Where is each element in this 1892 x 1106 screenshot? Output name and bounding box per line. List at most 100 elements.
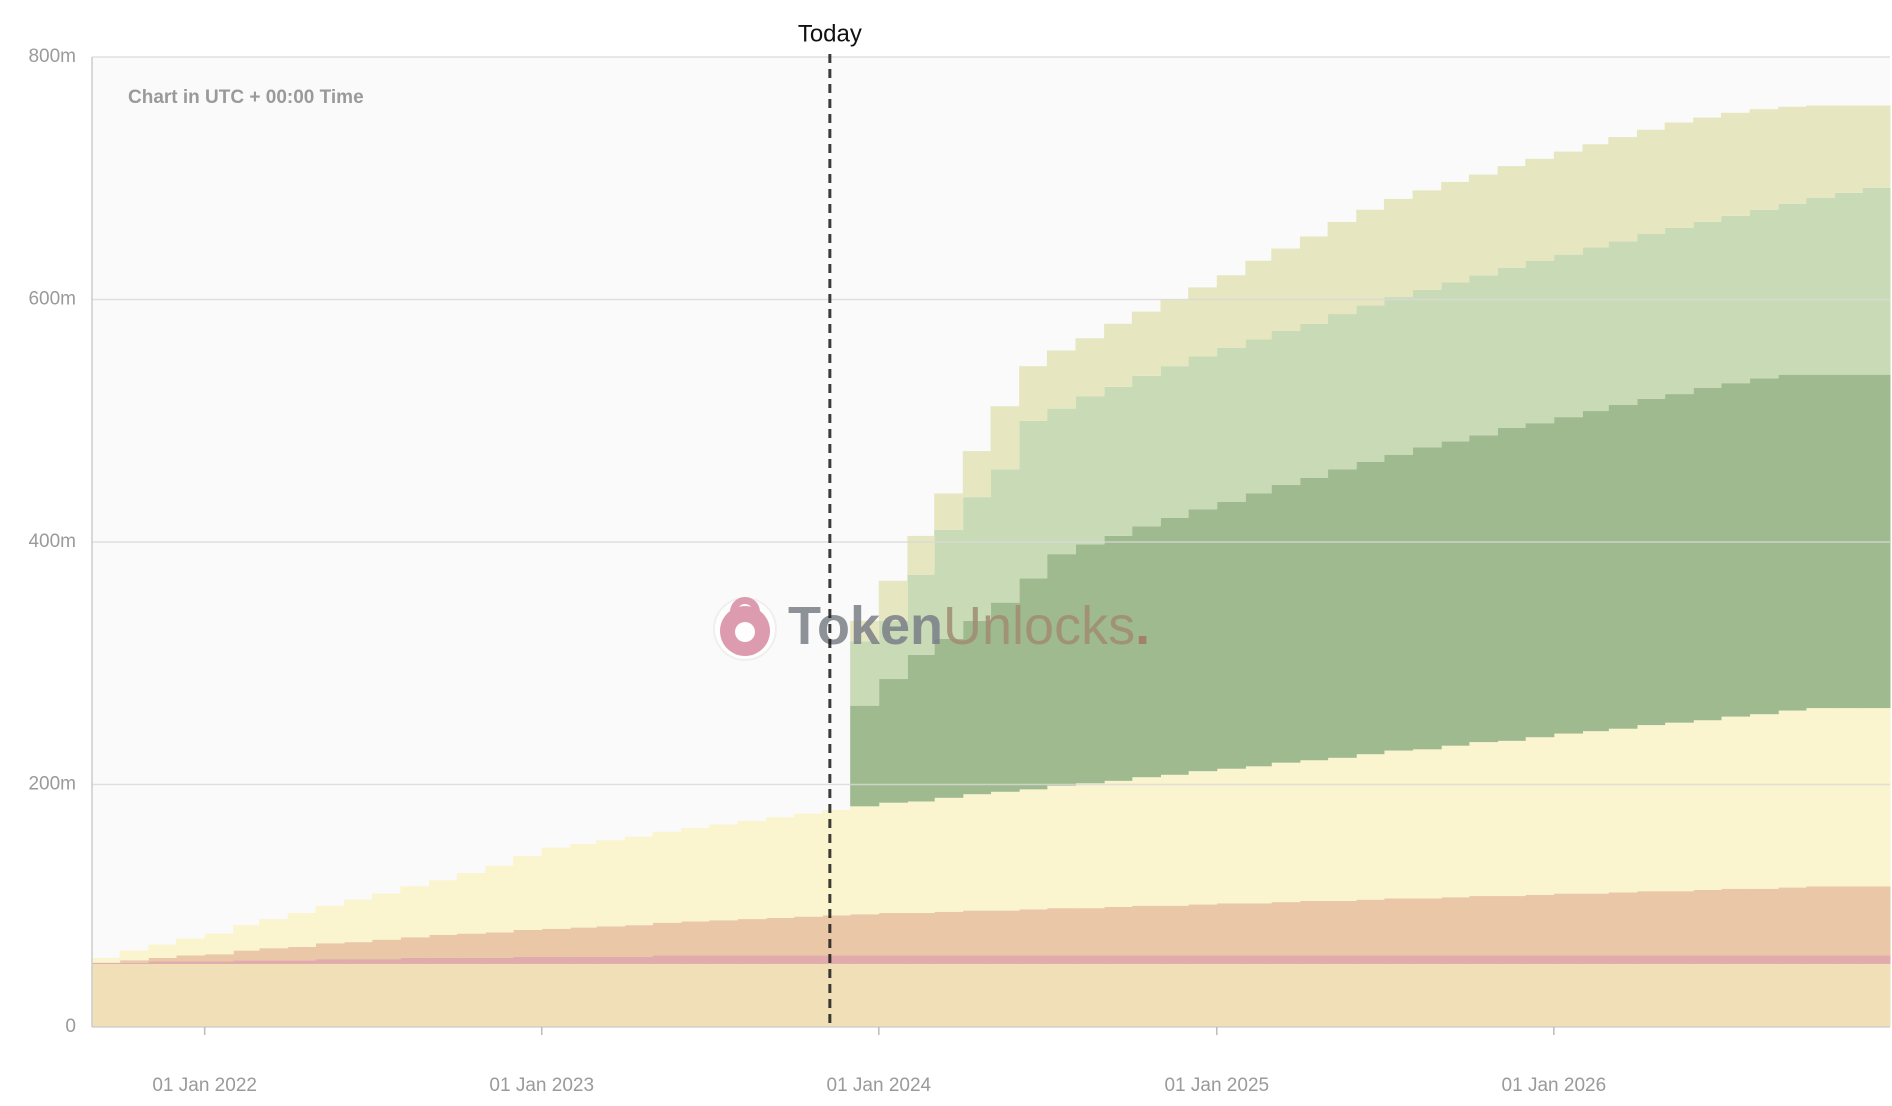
area-step: [1104, 955, 1133, 964]
area-step: [1188, 904, 1218, 956]
area-step: [1188, 963, 1218, 1027]
area-step: [850, 705, 880, 807]
area-step: [541, 847, 571, 929]
area-step: [233, 963, 260, 1027]
area-step: [1271, 963, 1301, 1027]
area-step: [1216, 275, 1246, 348]
area-step: [1525, 423, 1555, 738]
area-step: [1412, 955, 1442, 964]
area-step: [878, 580, 908, 621]
area-step: [1299, 900, 1329, 956]
area-step: [485, 932, 514, 958]
area-step: [1553, 151, 1583, 255]
area-step: [1862, 955, 1891, 964]
area-step: [1805, 886, 1836, 956]
area-step: [1721, 716, 1751, 889]
area-step: [1327, 900, 1357, 956]
area-step: [1608, 963, 1638, 1027]
area-step: [1131, 777, 1161, 906]
area-step: [1582, 247, 1609, 412]
area-step: [1834, 105, 1863, 193]
area-step: [1188, 356, 1218, 510]
area-step: [1019, 578, 1048, 790]
area-step: [766, 917, 795, 956]
area-step: [681, 963, 710, 1027]
y-tick-label: 800m: [28, 46, 76, 67]
area-step: [1497, 896, 1526, 956]
area-step: [570, 927, 597, 957]
area-step: [1834, 886, 1863, 956]
area-step: [1805, 963, 1836, 1027]
area-step: [1245, 955, 1272, 964]
area-step: [1664, 955, 1694, 964]
area-step: [1553, 733, 1583, 894]
area-step: [822, 963, 851, 1027]
area-step: [1104, 323, 1133, 387]
area-step: [1160, 955, 1189, 964]
area-step: [1412, 963, 1442, 1027]
area-step: [850, 955, 880, 964]
area-step: [1131, 311, 1161, 376]
area-step: [1046, 955, 1076, 964]
area-step: [1104, 963, 1133, 1027]
area-step: [1160, 366, 1189, 518]
area-step: [596, 840, 626, 927]
area-step: [907, 574, 935, 655]
areas: [92, 105, 1891, 1027]
area-step: [1245, 339, 1272, 494]
watermark: TokenUnlocks.: [713, 596, 1150, 661]
area-step: [766, 955, 795, 964]
area-step: [822, 955, 851, 964]
area-step: [652, 922, 682, 956]
area-step: [1441, 745, 1470, 898]
area-step: [878, 620, 908, 680]
area-step: [1693, 388, 1722, 721]
area-step: [1862, 708, 1891, 887]
area-step: [934, 797, 964, 912]
area-step: [624, 963, 654, 1027]
area-step: [962, 955, 992, 964]
area-step: [850, 806, 880, 915]
x-tick-label: 01 Jan 2024: [827, 1075, 932, 1096]
area-step: [737, 955, 767, 964]
area-step: [1693, 963, 1722, 1027]
area-step: [1525, 894, 1555, 956]
area-step: [681, 828, 710, 922]
area-step: [541, 956, 571, 964]
area-step: [1299, 323, 1329, 478]
area-step: [1131, 963, 1161, 1027]
area-step: [850, 620, 880, 642]
area-step: [962, 497, 992, 621]
area-step: [1412, 289, 1442, 448]
area-step: [119, 960, 149, 963]
area-step: [1383, 198, 1414, 298]
area-step: [1441, 441, 1470, 746]
area-step: [204, 963, 234, 1027]
area-step: [681, 921, 710, 956]
area-step: [1749, 963, 1779, 1027]
area-step: [1245, 766, 1272, 904]
x-tick-label: 01 Jan 2025: [1164, 1075, 1269, 1096]
area-step: [1046, 908, 1076, 956]
area-step: [934, 529, 964, 639]
area-step: [1412, 898, 1442, 956]
area-step: [513, 963, 543, 1027]
area-step: [1468, 174, 1499, 276]
area-step: [1778, 887, 1807, 956]
area-step: [907, 955, 935, 964]
area-step: [371, 963, 401, 1027]
area-step: [456, 873, 486, 934]
area-step: [1104, 780, 1133, 907]
area-step: [400, 886, 430, 938]
area-step: [148, 957, 177, 962]
today-marker: Today: [798, 20, 862, 1027]
area-step: [878, 913, 908, 956]
area-step: [822, 809, 851, 916]
area-step: [233, 925, 260, 951]
area-step: [1075, 783, 1105, 909]
area-step: [1216, 963, 1246, 1027]
area-step: [1104, 386, 1133, 536]
area-step: [429, 934, 458, 958]
area-step: [1271, 955, 1301, 964]
watermark-text: TokenUnlocks.: [788, 596, 1150, 656]
